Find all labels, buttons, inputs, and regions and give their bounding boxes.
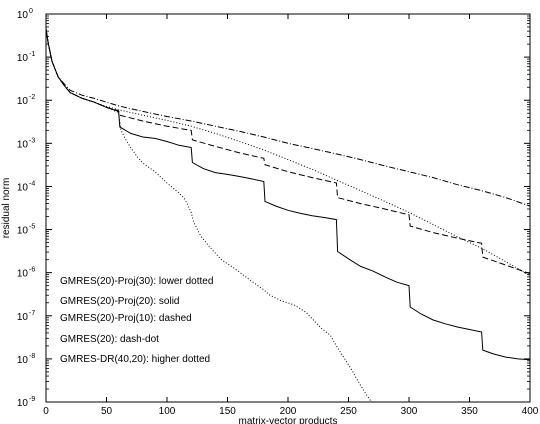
legend-entry: GMRES(20)-Proj(20): solid [60, 296, 179, 307]
y-tick-label: 10 [17, 139, 29, 150]
y-tick-exponent: -6 [29, 267, 35, 274]
x-tick-label: 400 [522, 406, 539, 417]
series-line-dotted [46, 28, 530, 277]
y-tick-exponent: -8 [29, 353, 35, 360]
x-tick-label: 200 [280, 406, 297, 417]
x-tick-label: 0 [43, 406, 49, 417]
y-tick-exponent: -4 [29, 180, 35, 187]
y-tick-exponent: -3 [29, 137, 35, 144]
y-tick-label: 10 [17, 355, 29, 366]
x-tick-label: 250 [340, 406, 357, 417]
plot-lines [46, 28, 530, 402]
y-tick-exponent: -1 [29, 51, 35, 58]
y-tick-exponent: -7 [29, 310, 35, 317]
x-tick-label: 300 [401, 406, 418, 417]
y-tick-label: 10 [17, 312, 29, 323]
legend-entry: GMRES-DR(40,20): higher dotted [60, 354, 210, 365]
y-tick-label: 10 [17, 226, 29, 237]
y-tick-label: 10 [17, 398, 29, 409]
series-line-dotted [46, 28, 372, 402]
y-tick-label: 10 [17, 182, 29, 193]
y-tick-label: 10 [17, 10, 29, 21]
series-line-solid [46, 28, 530, 361]
series-line-dashed [46, 28, 530, 275]
x-axis-ticks: 0 50 100 150 200 250 300 350 400 [43, 14, 539, 417]
y-tick-label: 10 [17, 269, 29, 280]
y-tick-label: 10 [17, 53, 29, 64]
x-tick-label: 350 [461, 406, 478, 417]
y-tick-exponent: -2 [29, 94, 35, 101]
y-tick-label: 10 [17, 96, 29, 107]
legend-entry: GMRES(20)-Proj(10): dashed [60, 313, 192, 324]
x-tick-label: 150 [219, 406, 236, 417]
x-tick-label: 100 [159, 406, 176, 417]
legend-entry: GMRES(20)-Proj(30): lower dotted [60, 276, 213, 287]
legend-entry: GMRES(20): dash-dot [60, 334, 159, 345]
legend: GMRES(20)-Proj(30): lower dotted GMRES(20… [60, 276, 213, 365]
x-axis-label: matrix-vector products [239, 416, 338, 424]
y-tick-exponent: 0 [29, 8, 33, 15]
y-tick-exponent: -9 [29, 396, 35, 403]
y-axis-label: residual norm [1, 178, 12, 239]
x-tick-label: 50 [101, 406, 113, 417]
series-line-dash-dot [46, 28, 530, 207]
y-tick-exponent: -5 [29, 224, 35, 231]
